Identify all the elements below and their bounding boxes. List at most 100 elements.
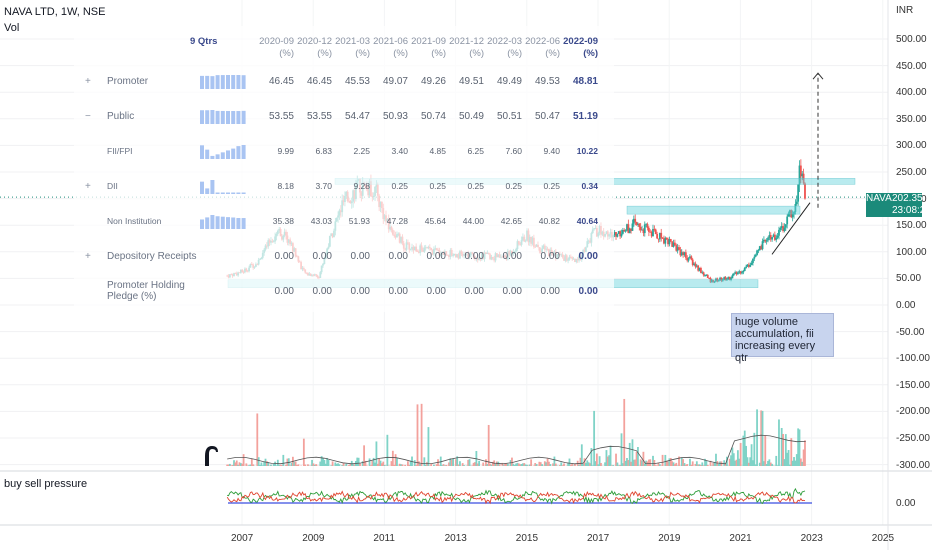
volume-bar — [424, 464, 427, 466]
x-tick-label: 2019 — [658, 533, 681, 544]
volume-bar — [587, 462, 590, 466]
volume-bar — [552, 463, 554, 466]
row-expand-icon[interactable]: + — [85, 251, 91, 262]
x-tick-label: 2013 — [444, 533, 467, 544]
volume-bar — [706, 464, 709, 466]
indicator-tick-label: 0.00 — [896, 498, 916, 509]
table-cell: 0.00 — [578, 286, 598, 297]
volume-bar — [642, 451, 645, 466]
candle-body — [754, 254, 757, 257]
volume-bar — [234, 462, 237, 466]
shareholding-table: 9 Qtrs 2020-09 (%) 2020-12 (%) 2021-03 (%) 2021… — [74, 26, 614, 312]
volume-bar — [356, 457, 359, 466]
indicator-legend[interactable]: buy sell pressure — [4, 478, 88, 490]
volume-bar — [553, 456, 556, 466]
candle-body — [736, 272, 739, 275]
table-cell: 4.85 — [429, 146, 446, 156]
trendline — [771, 202, 811, 255]
candle-body — [741, 272, 743, 274]
volume-bar — [413, 460, 416, 466]
volume-bar — [680, 457, 683, 466]
volume-bar — [257, 457, 260, 466]
volume-bar — [494, 464, 497, 466]
volume-bar — [790, 438, 793, 466]
y-tick-label: 150.00 — [896, 220, 927, 232]
period-unit: (%) — [279, 48, 294, 59]
volume-bar — [478, 460, 481, 466]
volume-bar — [515, 463, 517, 466]
volume-bar — [391, 450, 394, 466]
volume-bar — [671, 461, 674, 466]
table-cell: 50.47 — [534, 111, 560, 122]
candle-body — [728, 276, 731, 280]
volume-bar — [250, 458, 253, 466]
period-unit: (%) — [317, 48, 332, 59]
y-tick-label: 250.00 — [896, 167, 927, 178]
candle-body — [676, 247, 679, 251]
volume-bar — [498, 464, 501, 466]
candle-body — [701, 272, 704, 274]
candle-body — [686, 257, 689, 261]
row-expand-icon[interactable]: − — [85, 111, 91, 122]
volume-legend[interactable]: Vol — [4, 22, 20, 34]
volume-bar — [787, 450, 790, 466]
candle-body — [626, 224, 628, 231]
candle-body — [757, 250, 760, 252]
sparkline-bar — [220, 192, 225, 194]
volume-bar — [227, 464, 230, 466]
volume-bar — [439, 456, 442, 466]
sparkline-bar — [236, 146, 241, 159]
candle-body — [695, 265, 698, 267]
volume-bar — [700, 465, 702, 466]
volume-bar — [761, 410, 764, 466]
volume-bar — [778, 419, 780, 466]
volume-bar — [716, 461, 719, 466]
table-period-header: 2022-09 (%) — [558, 36, 598, 60]
table-cell: 6.25 — [467, 146, 484, 156]
volume-bar — [272, 463, 275, 466]
y-tick-label: 500.00 — [896, 34, 927, 45]
row-sparkline — [200, 145, 246, 159]
candle-body — [787, 213, 790, 217]
volume-bar — [765, 463, 768, 466]
volume-bar — [604, 462, 606, 466]
y-tick-label: -300.00 — [896, 459, 930, 471]
table-cell: 54.47 — [344, 111, 370, 122]
volume-bar — [654, 465, 657, 466]
volume-bar — [382, 461, 385, 466]
sparkline-bar — [210, 110, 215, 124]
volume-bar — [238, 462, 241, 466]
candle-body — [656, 234, 659, 239]
candle-body — [745, 266, 748, 268]
volume-bar — [263, 461, 266, 466]
sparkline-bar — [210, 180, 215, 194]
volume-bar — [449, 458, 452, 466]
sparkline-bar — [215, 192, 220, 194]
candle-body — [790, 210, 793, 218]
volume-bar — [649, 459, 652, 466]
volume-bar — [409, 460, 412, 466]
sparkline-bar — [231, 111, 236, 124]
volume-bar — [297, 464, 300, 466]
table-cell: 47.28 — [386, 216, 408, 226]
row-expand-icon[interactable]: + — [85, 181, 91, 192]
volume-bar — [241, 463, 244, 466]
volume-bar — [739, 442, 742, 466]
row-expand-icon[interactable]: + — [85, 76, 91, 87]
y-tick-label: 50.00 — [896, 273, 922, 285]
annotation-note[interactable]: huge volume accumulation, fii increasing… — [731, 313, 834, 364]
y-tick-label: -200.00 — [896, 406, 930, 418]
table-cell: 0.00 — [464, 286, 484, 297]
volume-bar — [441, 465, 444, 466]
volume-bar — [549, 464, 552, 466]
volume-bar — [798, 429, 801, 466]
table-period-header: 2022-03 (%) — [482, 36, 522, 60]
volume-bar — [795, 454, 798, 466]
volume-bar — [623, 398, 626, 466]
candle-body — [776, 235, 779, 238]
volume-bar — [279, 464, 282, 466]
volume-bar — [747, 462, 750, 466]
candle-body — [627, 224, 630, 234]
table-period-header: 2020-12 (%) — [292, 36, 332, 60]
candle-body — [783, 227, 786, 231]
